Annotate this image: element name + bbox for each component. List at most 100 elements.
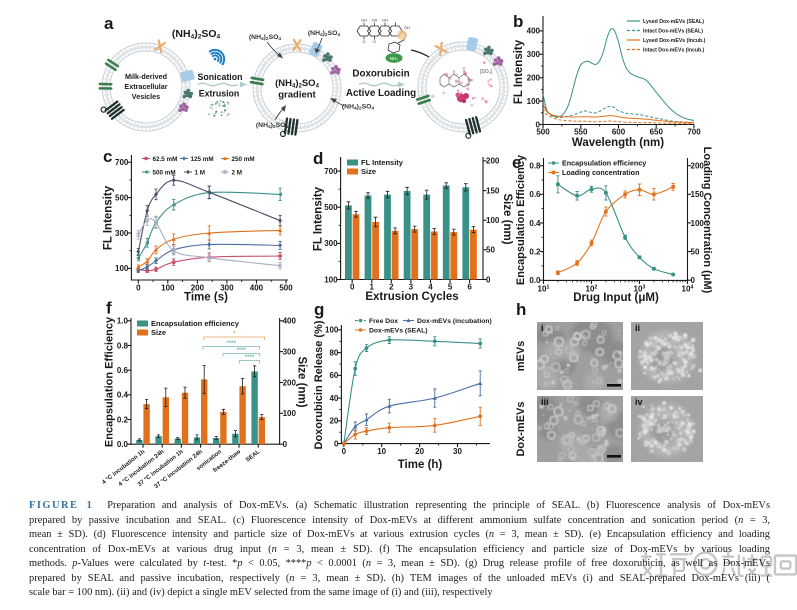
svg-text:0.6: 0.6 [529,190,541,199]
svg-text:Size: Size [151,328,166,337]
svg-text:FL Intensity: FL Intensity [103,185,115,250]
svg-text:mEVs: mEVs [515,341,527,372]
svg-text:400: 400 [283,317,297,326]
svg-text:300: 300 [283,347,297,356]
svg-text:20: 20 [415,447,424,456]
svg-text:(NH4)2SO4: (NH4)2SO4 [256,122,289,130]
svg-text:Loading concentration: Loading concentration [562,168,639,177]
svg-text:Size (nm): Size (nm) [501,193,513,244]
svg-text:101: 101 [538,284,550,293]
svg-text:200: 200 [486,157,500,166]
svg-text:OH: OH [361,19,367,23]
svg-text:Encapsulation efficiency: Encapsulation efficiency [151,319,240,328]
svg-text:(NH4)2SO4: (NH4)2SO4 [342,104,375,112]
svg-text:g: g [314,300,324,319]
svg-text:0: 0 [334,439,339,448]
svg-text:Intact Dox-mEVs (Incub.): Intact Dox-mEVs (Incub.) [643,48,705,54]
svg-text:0.2: 0.2 [529,247,541,256]
svg-text:e: e [512,153,521,172]
svg-text:600: 600 [612,128,626,137]
svg-text:400: 400 [527,27,541,36]
svg-text:OH: OH [404,26,410,30]
svg-text:0: 0 [136,284,141,293]
svg-text:6: 6 [467,283,472,292]
svg-text:Free Dox: Free Dox [369,318,398,325]
svg-text:0.2: 0.2 [117,415,129,424]
svg-text:OH: OH [372,19,378,23]
svg-text:FL Intensity: FL Intensity [361,158,404,167]
svg-text:****: **** [237,348,247,354]
svg-text:4: 4 [428,283,433,292]
svg-text:Active Loading: Active Loading [346,88,416,99]
svg-text:Encapsulation efficiency: Encapsulation efficiency [562,159,646,168]
svg-text:Intact Dox-mEVs (SEAL): Intact Dox-mEVs (SEAL) [643,29,703,35]
svg-text:550: 550 [574,128,588,137]
svg-text:(NH4)2SO4: (NH4)2SO4 [172,28,221,41]
svg-text:O: O [363,40,366,44]
svg-text:50: 50 [691,247,700,256]
svg-text:100: 100 [527,97,541,106]
svg-text:60: 60 [329,371,338,380]
svg-text:Time (s): Time (s) [184,292,228,304]
svg-text:200: 200 [191,284,205,293]
svg-text:100: 100 [161,284,175,293]
svg-text:0: 0 [350,283,355,292]
svg-text:(NH4)2SO4: (NH4)2SO4 [308,30,341,38]
svg-text:Vesicles: Vesicles [132,92,160,101]
svg-text:102: 102 [586,284,598,293]
svg-text:200: 200 [527,74,541,83]
svg-text:****: **** [245,355,255,361]
svg-text:0: 0 [536,120,541,129]
svg-text:100: 100 [486,216,500,225]
svg-text:3: 3 [409,283,414,292]
svg-text:200: 200 [691,162,705,171]
svg-text:150: 150 [486,186,500,195]
svg-text:i: i [541,323,544,333]
svg-text:650: 650 [650,128,664,137]
svg-text:1 M: 1 M [195,169,206,176]
svg-text:62.5 mM: 62.5 mM [153,156,178,163]
svg-text:30: 30 [453,447,462,456]
svg-text:a: a [104,14,114,33]
svg-text:50: 50 [486,246,495,255]
svg-text:Encapsulation Efficiency: Encapsulation Efficiency [515,154,527,285]
svg-text:SEAL: SEAL [245,449,262,464]
svg-text:f: f [106,299,112,318]
svg-text:OH: OH [382,19,388,23]
svg-text:d: d [313,149,323,168]
svg-text:0.4: 0.4 [117,391,129,400]
svg-text:b: b [513,12,523,31]
svg-text:500 mM: 500 mM [153,169,176,176]
svg-text:FL Intensity: FL Intensity [313,186,325,251]
svg-text:Time (h): Time (h) [398,459,443,471]
svg-text:100: 100 [691,219,705,228]
svg-text:0.0: 0.0 [117,440,129,449]
svg-text:100: 100 [115,264,129,273]
svg-text:80: 80 [329,348,338,357]
svg-text:[SO₄]: [SO₄] [480,69,493,75]
svg-text:Loading Concentration (μM): Loading Concentration (μM) [701,147,713,294]
svg-text:125 mM: 125 mM [191,156,214,163]
svg-text:O: O [373,40,376,44]
svg-text:iii: iii [541,397,549,407]
svg-text:500: 500 [279,284,293,293]
svg-text:0.8: 0.8 [529,162,541,171]
svg-text:1: 1 [370,283,375,292]
svg-text:Dox-mEVs: Dox-mEVs [515,401,527,456]
svg-text:2: 2 [389,283,394,292]
svg-text:0.6: 0.6 [117,366,129,375]
svg-text:250 mM: 250 mM [232,156,255,163]
svg-text:iv: iv [635,397,643,407]
svg-text:Encapsulation Efficiency: Encapsulation Efficiency [104,316,116,447]
svg-text:0: 0 [486,275,491,284]
svg-text:Extrusion: Extrusion [199,89,240,99]
svg-text:Lysed Dox-mEVs (SEAL): Lysed Dox-mEVs (SEAL) [643,19,704,25]
svg-text:0: 0 [342,447,347,456]
svg-text:NH₂: NH₂ [390,56,398,61]
svg-text:Lysed Dox-mEVs (Incub.): Lysed Dox-mEVs (Incub.) [643,38,706,44]
svg-text:20: 20 [329,417,338,426]
svg-text:5: 5 [448,283,453,292]
svg-text:0: 0 [283,440,288,449]
svg-text:100: 100 [325,326,339,335]
svg-text:*: * [233,332,236,338]
